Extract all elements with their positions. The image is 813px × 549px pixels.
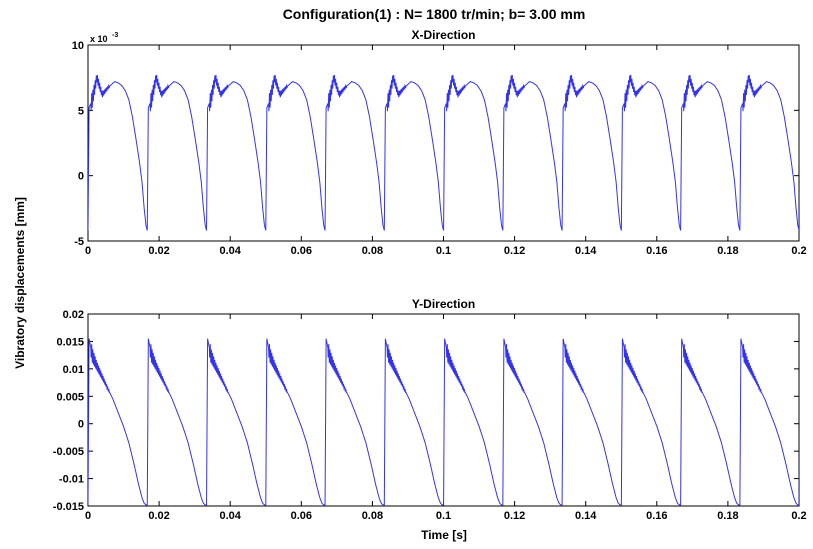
x-direction-xtick-label: 0.06 (291, 245, 312, 257)
y-direction-xtick-label: 0.14 (575, 510, 597, 522)
y-direction-ytick-label: 0.02 (63, 309, 84, 321)
x-direction-xtick-label: 0.12 (504, 245, 525, 257)
plot-x-direction: X-Direction 0 0.02 0.04 0.06 0.08 0.1 0.12 0.14 0… (72, 28, 807, 257)
x-direction-y-multiplier: x 10 (90, 34, 108, 44)
y-direction-xtick-label: 0.08 (362, 510, 383, 522)
figure-suptitle: Configuration(1) : N= 1800 tr/min; b= 3.… (283, 6, 586, 22)
y-direction-xtick-label: 0.06 (291, 510, 312, 522)
x-direction-title: X-Direction (411, 28, 475, 42)
x-direction-ytick-label: 0 (78, 171, 84, 183)
x-direction-ytick-label: 10 (72, 40, 84, 52)
y-direction-xtick-label: 0.02 (148, 510, 169, 522)
x-direction-xtick-label: 0.2 (791, 245, 806, 257)
y-direction-xtick-label: 0.04 (219, 510, 241, 522)
x-direction-xtick-label: 0.04 (219, 245, 241, 257)
y-direction-ytick-label: 0.005 (56, 391, 84, 403)
x-direction-ytick-label: 5 (78, 105, 84, 117)
x-direction-xtick-label: 0 (85, 245, 91, 257)
y-direction-xtick-label: 0.12 (504, 510, 525, 522)
y-direction-ytick-label: 0.01 (63, 364, 84, 376)
x-direction-signal-line (88, 74, 799, 231)
y-direction-ytick-label: 0 (78, 419, 84, 431)
y-direction-xtick-label: 0.1 (436, 510, 451, 522)
y-direction-signal-line (88, 338, 799, 506)
x-direction-xtick-label: 0.08 (362, 245, 383, 257)
y-direction-ytick-label: 0.015 (56, 336, 84, 348)
x-direction-xtick-label: 0.14 (575, 245, 597, 257)
y-direction-ytick-label: -0.015 (53, 501, 84, 513)
y-direction-xtick-label: 0.18 (717, 510, 738, 522)
y-direction-xtick-label: 0.2 (791, 510, 806, 522)
x-direction-xtick-label: 0.1 (436, 245, 451, 257)
x-direction-xtick-label: 0.16 (646, 245, 667, 257)
y-direction-ytick-label: -0.005 (53, 446, 84, 458)
figure-ylabel: Vibratory displacements [mm] (13, 197, 27, 369)
figure-xlabel: Time [s] (421, 528, 467, 542)
x-direction-y-exponent: -3 (112, 32, 118, 39)
y-direction-xtick-label: 0 (85, 510, 91, 522)
x-direction-xtick-label: 0.18 (717, 245, 738, 257)
y-direction-ytick-label: -0.01 (59, 474, 84, 486)
y-direction-xtick-label: 0.16 (646, 510, 667, 522)
x-direction-xtick-label: 0.02 (148, 245, 169, 257)
x-direction-ytick-label: -5 (74, 236, 84, 248)
y-direction-title: Y-Direction (412, 297, 475, 311)
plot-y-direction: Y-Direction 0 0.02 0.04 0.06 0.08 0.1 0.12 0.14 0… (53, 297, 807, 522)
